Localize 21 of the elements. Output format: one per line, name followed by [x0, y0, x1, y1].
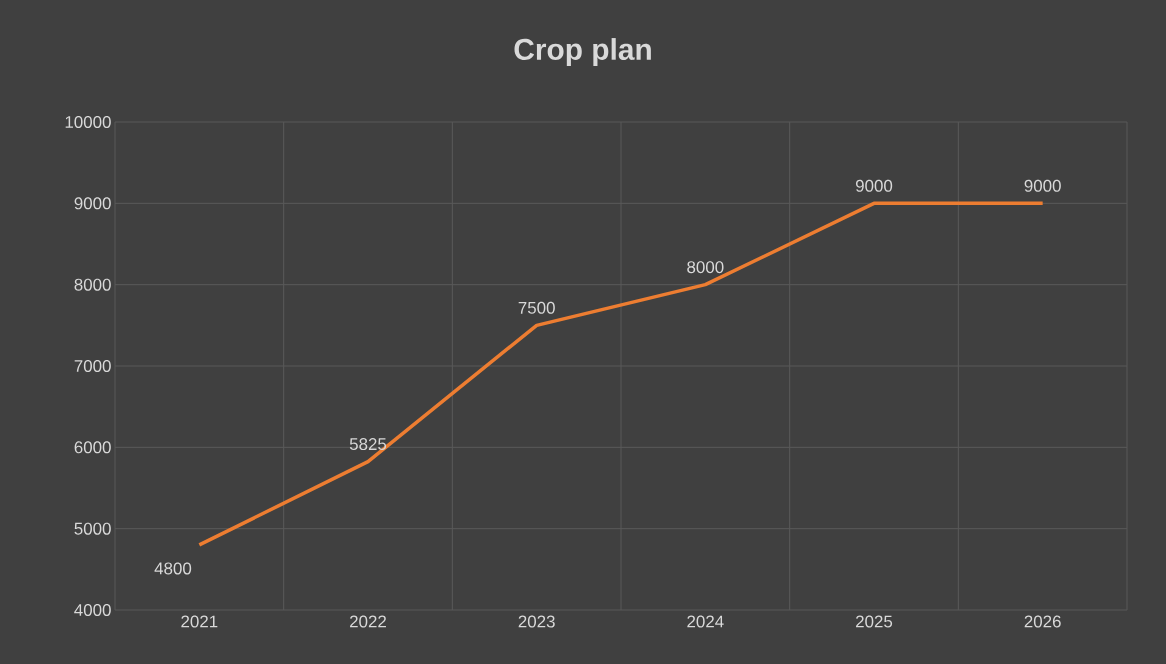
y-tick-label: 10000	[65, 116, 111, 128]
y-tick-label: 6000	[74, 441, 111, 454]
chart-title: Crop plan	[514, 38, 651, 66]
y-tick-label: 5000	[74, 522, 111, 535]
data-label: 5825	[349, 438, 387, 451]
data-label: 9000	[1024, 179, 1061, 192]
data-label: 9000	[855, 179, 893, 192]
y-tick-label: 7000	[74, 360, 111, 372]
x-tick-label: 2022	[350, 615, 386, 628]
y-tick-label: 8000	[74, 278, 111, 291]
x-tick-label: 2025	[856, 615, 893, 628]
x-tick-label: 2023	[518, 615, 555, 628]
data-label: 8000	[687, 261, 724, 274]
y-tick-label: 9000	[74, 197, 111, 210]
x-tick-label: 2024	[687, 615, 724, 628]
x-tick-label: 2021	[181, 615, 218, 628]
data-label: 4800	[154, 562, 192, 575]
line-series	[197, 201, 1045, 547]
y-tick-label: 4000	[74, 604, 111, 616]
x-tick-label: 2026	[1024, 615, 1061, 628]
data-label: 7500	[518, 301, 555, 314]
